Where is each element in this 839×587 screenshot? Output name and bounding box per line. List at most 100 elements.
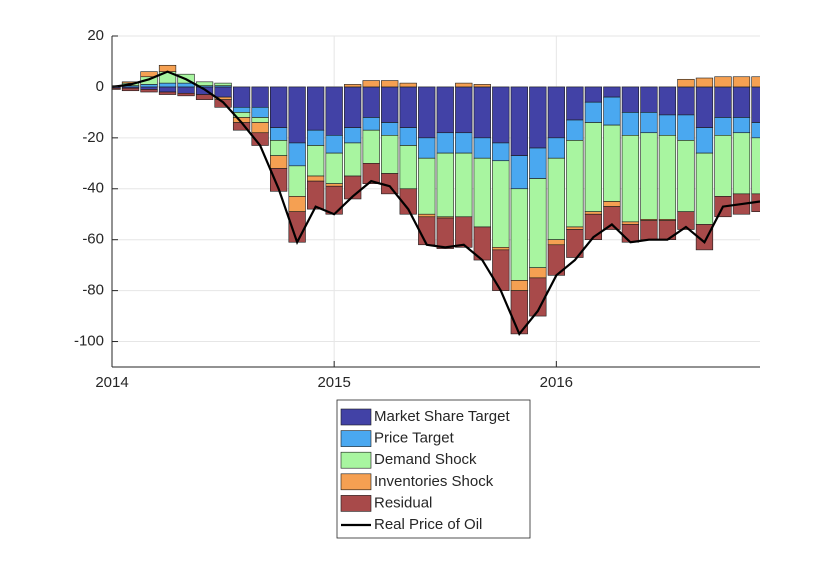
x-tick-label: 2014	[95, 374, 128, 391]
bar	[288, 86, 306, 144]
bar	[621, 86, 640, 113]
bar	[677, 211, 695, 230]
bar	[158, 86, 177, 93]
bar	[677, 114, 695, 141]
legend-swatch	[340, 430, 372, 447]
x-tick-label: 2016	[540, 374, 573, 391]
x-tick-label: 2015	[317, 374, 350, 391]
bar	[714, 117, 732, 136]
bar	[399, 86, 417, 128]
bar	[455, 216, 473, 248]
legend-label: Demand Shock	[374, 451, 477, 468]
bar	[418, 137, 436, 159]
bar	[307, 145, 325, 177]
bar	[492, 86, 510, 144]
bar	[140, 89, 158, 93]
bar	[547, 86, 565, 139]
bar	[251, 86, 269, 108]
bar	[510, 188, 528, 281]
legend-swatch	[340, 408, 372, 426]
bar	[751, 137, 760, 195]
legend-swatch	[340, 473, 372, 491]
bar	[566, 86, 584, 121]
legend-label: Inventories Shock	[374, 473, 494, 490]
bar	[677, 78, 695, 88]
bar	[621, 135, 640, 223]
bars	[112, 64, 760, 337]
bar	[325, 152, 343, 184]
bar	[288, 142, 306, 167]
bar	[566, 140, 584, 228]
legend-swatch	[340, 451, 372, 469]
bar	[473, 86, 491, 139]
bar	[140, 86, 158, 90]
bar	[695, 152, 714, 225]
bar	[325, 86, 343, 136]
bar	[362, 129, 380, 164]
y-tick-label: -60	[82, 231, 104, 248]
bar	[566, 229, 584, 258]
bar	[603, 201, 621, 207]
bar	[399, 145, 417, 190]
bar	[658, 86, 677, 116]
bar	[140, 84, 158, 88]
bar	[436, 152, 454, 218]
bar	[344, 142, 362, 177]
bar	[714, 135, 732, 197]
bar	[307, 129, 325, 146]
bar	[381, 122, 399, 136]
bar	[158, 91, 177, 95]
bar	[140, 71, 158, 78]
bar	[751, 76, 760, 88]
bar	[732, 76, 751, 88]
bar	[455, 86, 473, 134]
bar	[288, 196, 306, 212]
bar	[381, 86, 399, 123]
bar	[362, 163, 380, 184]
bar	[640, 220, 658, 240]
bar	[381, 80, 399, 88]
bar	[621, 112, 640, 136]
bar	[381, 135, 399, 174]
legend-label: Market Share Target	[374, 408, 510, 425]
bar	[714, 76, 732, 88]
bar	[269, 140, 288, 156]
bar	[695, 127, 714, 154]
bar	[547, 157, 565, 240]
bar	[307, 86, 325, 131]
bar	[307, 180, 325, 210]
bar	[695, 86, 714, 128]
bar	[307, 175, 325, 182]
y-tick-label: -40	[82, 180, 104, 197]
bar	[566, 119, 584, 141]
bar	[566, 226, 584, 230]
bar	[195, 94, 214, 100]
bar	[251, 122, 269, 134]
bar	[362, 80, 380, 88]
bar	[436, 132, 454, 154]
bar	[603, 206, 621, 230]
bar	[714, 86, 732, 118]
bar	[325, 135, 343, 154]
bar	[547, 239, 565, 246]
bar	[529, 267, 547, 279]
bar	[473, 137, 491, 159]
bar	[251, 106, 269, 118]
y-tick-label: -100	[74, 333, 104, 350]
bar	[288, 165, 306, 197]
bar	[751, 86, 760, 123]
bar	[269, 86, 288, 128]
bar	[510, 280, 528, 291]
bar	[510, 86, 528, 156]
bar	[214, 82, 232, 86]
bar	[344, 86, 362, 128]
bar	[584, 211, 603, 215]
bar	[492, 160, 510, 248]
y-tick-label: 20	[87, 27, 104, 44]
bar	[177, 92, 195, 97]
bar	[436, 86, 454, 134]
bar	[492, 249, 510, 291]
bar	[112, 87, 121, 90]
bar	[584, 86, 603, 103]
